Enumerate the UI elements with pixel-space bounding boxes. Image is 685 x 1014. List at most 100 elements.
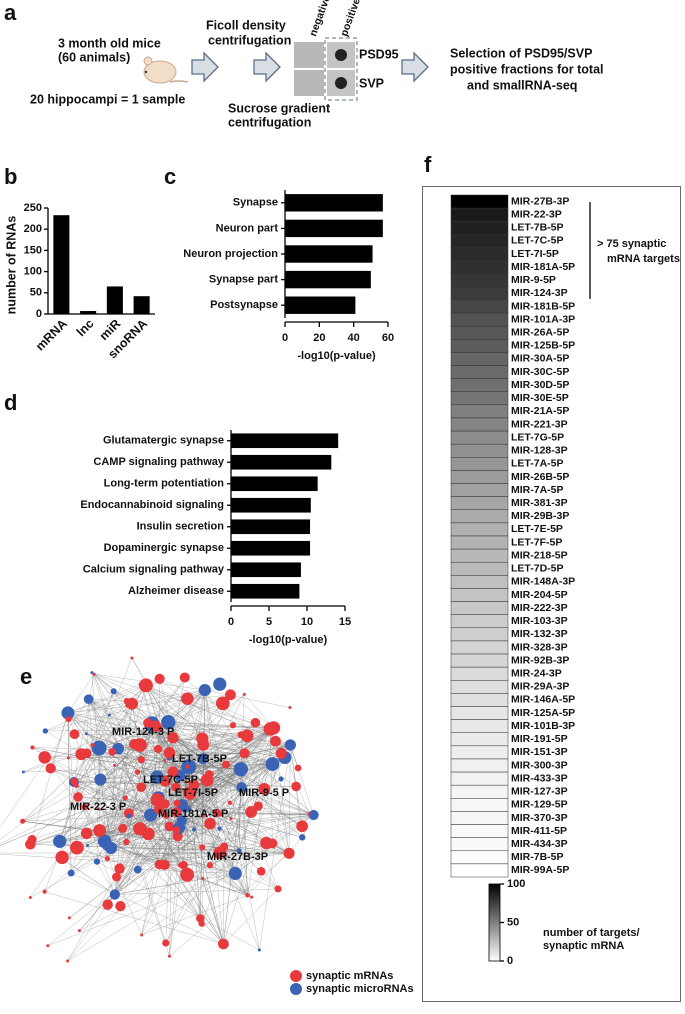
- node: [53, 834, 67, 848]
- node: [150, 770, 164, 784]
- node: [109, 889, 120, 900]
- edge: [143, 683, 241, 770]
- edge: [86, 733, 291, 746]
- y-tick-label: Glutamatergic synapse: [103, 435, 224, 447]
- row-label: MIR-381-3P: [511, 497, 568, 509]
- node: [112, 872, 121, 882]
- node: [38, 751, 51, 764]
- bar: [231, 540, 311, 556]
- node: [204, 817, 216, 830]
- heatmap-cell: [450, 352, 509, 366]
- arrow: [401, 51, 429, 83]
- edge: [204, 690, 236, 874]
- row-label: MIR-181B-5P: [511, 300, 575, 312]
- node: [197, 753, 209, 765]
- edge: [188, 763, 273, 767]
- node: [192, 827, 197, 832]
- bar: [133, 296, 150, 314]
- node: [258, 783, 271, 795]
- edge: [104, 689, 206, 842]
- row-label: MIR-127-3P: [511, 786, 568, 798]
- y-tick-label: 150: [24, 244, 42, 256]
- heatmap-cell: [450, 614, 509, 629]
- y-tick-label: 0: [36, 308, 42, 320]
- heatmap-cell: [450, 640, 509, 655]
- mice-text: 3 month old mice: [58, 36, 161, 50]
- node: [263, 722, 278, 736]
- node: [134, 769, 141, 775]
- edge: [110, 748, 159, 849]
- arrow: [253, 51, 281, 83]
- row-label: MIR-300-3P: [511, 759, 568, 771]
- node: [213, 677, 227, 691]
- colorbar-tick-label: 50: [507, 916, 519, 928]
- edge: [59, 753, 87, 842]
- edge: [67, 685, 147, 714]
- node: [220, 842, 229, 851]
- edge: [126, 841, 290, 854]
- node: [108, 748, 117, 756]
- node: [171, 807, 182, 818]
- edge: [223, 753, 282, 945]
- edge: [86, 733, 314, 816]
- panel-label: c: [164, 164, 176, 189]
- node: [46, 944, 50, 948]
- edge: [88, 699, 166, 944]
- node: [110, 688, 117, 695]
- node: [65, 716, 72, 723]
- row-label: MIR-29A-3P: [511, 681, 569, 693]
- node: [67, 916, 71, 920]
- x-axis-label: -log10(p-value): [297, 350, 376, 362]
- panel-label: d: [4, 390, 17, 415]
- node: [167, 954, 171, 958]
- edge: [76, 785, 151, 816]
- row-label: LET-7D-5P: [511, 563, 564, 575]
- edge: [44, 747, 100, 892]
- node: [140, 933, 144, 937]
- edge: [86, 699, 89, 754]
- bar: [53, 215, 70, 314]
- edge: [141, 815, 167, 936]
- row-label: MIR-7A-5P: [511, 484, 564, 496]
- panel-label: b: [4, 164, 17, 189]
- y-axis-label: number of RNAs: [4, 216, 18, 315]
- edge: [188, 766, 211, 824]
- node: [240, 729, 254, 743]
- edge: [88, 699, 170, 753]
- edge: [50, 768, 151, 816]
- bar: [231, 583, 300, 599]
- node: [133, 865, 142, 874]
- edge: [272, 764, 290, 854]
- node: [141, 827, 155, 841]
- edge: [146, 685, 190, 809]
- panel-frame: [422, 186, 681, 1002]
- edge: [71, 872, 224, 945]
- node: [163, 746, 176, 759]
- node: [173, 799, 181, 807]
- edge: [188, 727, 274, 809]
- edge: [168, 721, 271, 730]
- row-label: MIR-128-3P: [511, 445, 568, 457]
- edge: [127, 705, 285, 758]
- edge: [73, 781, 138, 870]
- row-label: LET-7I-5P: [511, 248, 559, 260]
- heatmap-cell: [450, 666, 509, 681]
- edge: [30, 712, 69, 845]
- node: [107, 713, 111, 717]
- row-label: LET-7E-5P: [511, 523, 563, 535]
- heatmap-cell: [450, 260, 509, 274]
- edge: [88, 698, 128, 702]
- edge: [30, 723, 153, 898]
- edge: [88, 699, 303, 827]
- node: [139, 678, 153, 693]
- edge: [230, 694, 274, 728]
- colorbar: [488, 883, 501, 962]
- y-tick-label: 200: [24, 223, 42, 235]
- heatmap-cell: [450, 535, 509, 550]
- edge: [204, 690, 220, 829]
- edge: [180, 853, 290, 866]
- node: [225, 689, 236, 701]
- edge: [127, 705, 204, 759]
- node: [299, 834, 306, 841]
- edge: [151, 724, 190, 809]
